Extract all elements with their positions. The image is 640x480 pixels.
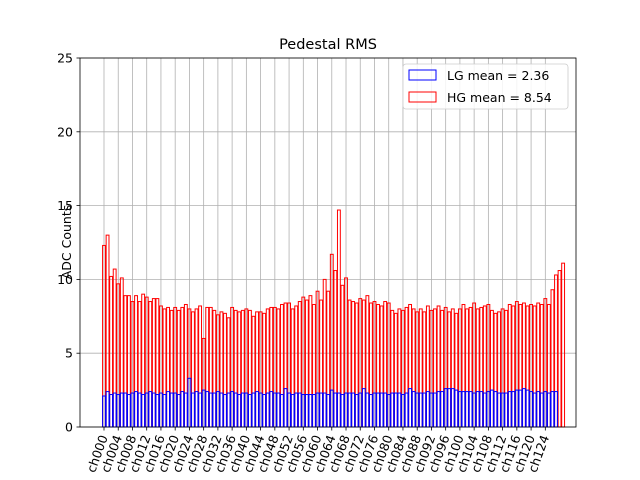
lg-bars — [102, 377, 558, 428]
y-axis: 0 5 10 15 20 25 — [57, 51, 80, 435]
legend: LG mean = 2.36 HG mean = 8.54 — [402, 63, 569, 110]
legend-label-hg: HG mean = 8.54 — [447, 90, 552, 105]
y-tick-label: 20 — [57, 124, 73, 139]
y-tick-label: 10 — [57, 272, 73, 287]
legend-swatch-lg — [408, 69, 437, 81]
y-tick-label: 15 — [57, 198, 73, 213]
chart-title: Pedestal RMS — [279, 37, 377, 53]
y-tick-label: 25 — [57, 51, 73, 66]
grid-lines — [80, 57, 576, 428]
y-tick-label: 0 — [65, 420, 73, 435]
y-axis-label: ADC Counts — [59, 205, 74, 280]
y-tick-label: 5 — [65, 346, 73, 361]
x-axis: ch000ch004ch008ch012ch016ch020ch024ch028… — [84, 427, 552, 474]
plot-frame — [79, 57, 577, 428]
legend-label-lg: LG mean = 2.36 — [447, 68, 549, 83]
legend-swatch-hg — [408, 91, 437, 103]
legend-box — [402, 63, 569, 110]
